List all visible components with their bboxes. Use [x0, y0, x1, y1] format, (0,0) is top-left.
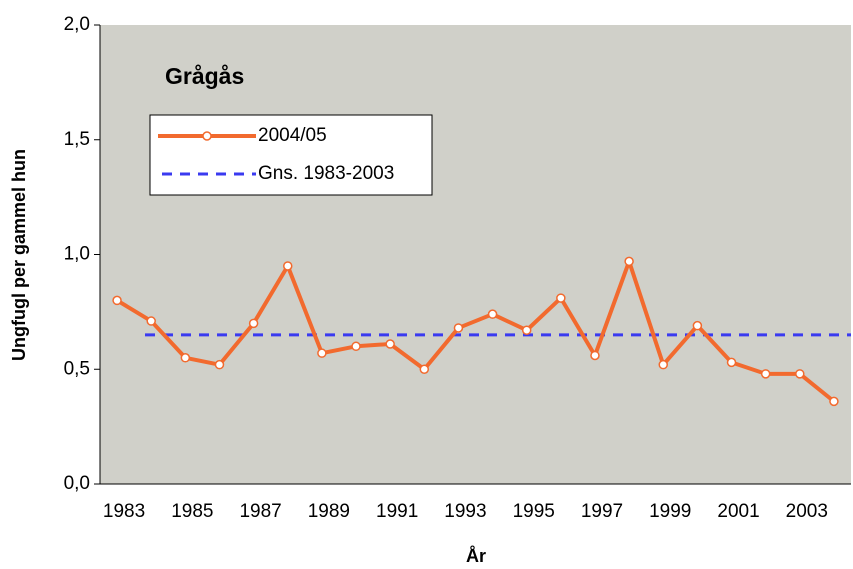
- x-tick-label: 1997: [581, 501, 623, 522]
- x-tick-label: 1985: [171, 501, 213, 522]
- y-tick-label: 2,0: [64, 14, 90, 35]
- marker: [453, 323, 464, 333]
- x-tick-label: 1987: [239, 501, 281, 522]
- y-tick-label: 0,5: [64, 358, 90, 379]
- legend-label: 2004/05: [258, 125, 327, 146]
- marker: [726, 357, 737, 368]
- x-tick-label: 1999: [649, 501, 691, 522]
- marker: [521, 325, 532, 335]
- marker: [556, 293, 566, 303]
- marker: [487, 309, 498, 319]
- y-axis-label: Ungfugl per gammel hun: [9, 149, 29, 361]
- x-tick-label: 1993: [444, 501, 486, 522]
- marker: [590, 350, 600, 361]
- marker: [146, 316, 156, 326]
- x-tick-label: 2003: [786, 501, 828, 522]
- marker: [214, 359, 225, 370]
- marker: [180, 353, 191, 363]
- marker: [658, 359, 668, 370]
- marker: [385, 339, 395, 349]
- marker: [419, 364, 430, 374]
- marker: [283, 261, 293, 271]
- x-axis-label: År: [466, 546, 486, 566]
- marker: [795, 369, 805, 379]
- x-tick-label: 2001: [717, 501, 759, 522]
- marker: [692, 320, 703, 331]
- plot-area: [100, 25, 851, 484]
- marker: [760, 369, 771, 379]
- marker: [248, 318, 259, 329]
- y-tick-label: 0,0: [64, 473, 90, 494]
- marker: [624, 256, 634, 267]
- marker: [351, 341, 361, 352]
- x-tick-label: 1991: [376, 501, 418, 522]
- y-tick-label: 1,5: [64, 129, 90, 150]
- chart-title: Grågås: [165, 63, 244, 89]
- marker: [317, 348, 327, 358]
- legend-label: Gns. 1983-2003: [258, 163, 394, 184]
- legend: [149, 114, 433, 196]
- marker: [829, 396, 839, 407]
- series-line: [116, 259, 836, 403]
- x-tick-label: 1983: [103, 501, 145, 522]
- legend-marker: [202, 131, 212, 141]
- x-tick-label: 1995: [513, 501, 555, 522]
- marker: [112, 295, 122, 306]
- y-tick-label: 1,0: [64, 244, 90, 265]
- x-tick-label: 1989: [308, 501, 350, 522]
